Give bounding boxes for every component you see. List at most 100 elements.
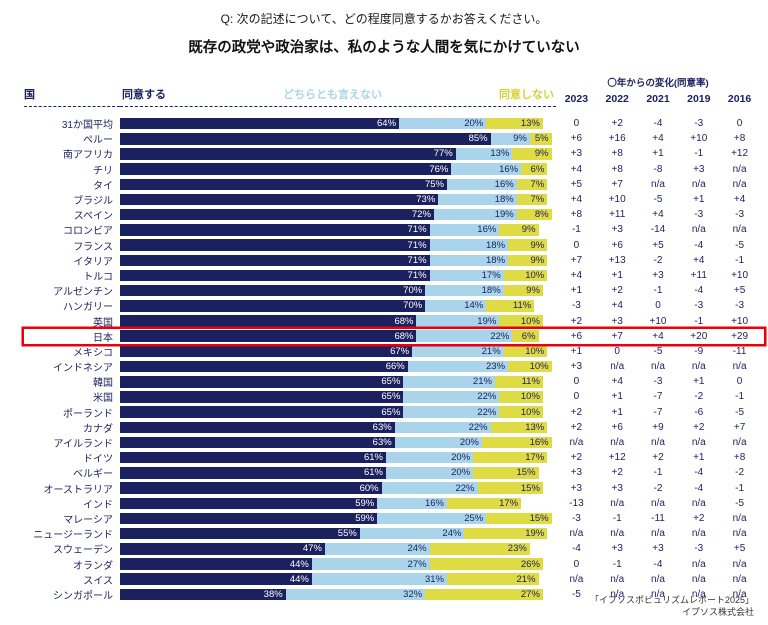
change-values: -1 +3 -14 n/a n/a <box>556 224 760 235</box>
change-values: 0 +4 -3 +1 0 <box>556 376 760 387</box>
bar-value-neutral: 25% <box>464 512 484 524</box>
change-value: -4 <box>694 285 704 297</box>
table-row: オーストラリア 60% 22% 15% +3 +3 -2 -4 -1 <box>24 481 764 496</box>
bar-value-neutral: 16% <box>477 224 497 236</box>
change-value: 0 <box>573 376 580 388</box>
statement-title: 既存の政党や政治家は、私のような人間を気にかけていない <box>188 40 580 56</box>
bar-segment-neutral: 24% <box>324 543 430 555</box>
bar-segment-agree: 71% <box>120 269 430 282</box>
bar-segment-neutral: 16% <box>377 497 447 510</box>
bar-segment-neutral: 20% <box>385 467 474 479</box>
change-value: n/a <box>691 497 706 509</box>
change-value: +4 <box>570 269 583 281</box>
change-value: +3 <box>570 482 583 494</box>
bar-segment-neutral: 18% <box>425 284 504 297</box>
change-value: n/a <box>610 588 625 600</box>
bar-value-disagree: 19% <box>525 528 545 540</box>
bar-segment-agree: 44% <box>120 558 312 570</box>
change-values: +2 +12 +2 +1 +8 <box>556 452 760 463</box>
bar-segment-neutral: 14% <box>425 300 487 312</box>
bar-value-agree: 38% <box>263 588 283 600</box>
bar-segment-disagree: 6% <box>521 163 548 175</box>
country-label: 日本 <box>93 332 113 344</box>
bar-segment-disagree: 9% <box>512 148 552 160</box>
bar-value-disagree: 13% <box>525 421 545 433</box>
country-label: ニュージーランド <box>33 530 113 542</box>
table-row: オランダ 44% 27% 26% 0 -1 -4 n/a n/a <box>24 556 764 572</box>
change-value: +1 <box>570 285 583 297</box>
change-value: +1 <box>570 345 583 357</box>
change-value: -1 <box>653 467 663 479</box>
source-note: 「イプソスポピュリズムレポート2025」 イプソス株式会社 <box>590 594 754 618</box>
table-row: スペイン 72% 19% 8% +8 +11 +4 -3 -3 <box>24 207 764 222</box>
bar-segment-agree: 59% <box>120 512 378 525</box>
change-value: 0 <box>655 300 661 312</box>
change-value: +2 <box>570 452 583 464</box>
bar-value-neutral: 27% <box>407 558 427 570</box>
bar-value-neutral: 21% <box>481 345 501 357</box>
change-value: +1 <box>611 406 623 418</box>
stacked-bar: 60% 22% 15% <box>120 482 556 494</box>
bar-segment-neutral: 24% <box>359 527 465 540</box>
bar-value-agree: 67% <box>390 345 410 357</box>
bar-value-disagree: 8% <box>534 209 549 221</box>
change-value: +4 <box>611 300 623 312</box>
bar-segment-neutral: 18% <box>429 239 509 251</box>
change-values: n/a n/a n/a n/a n/a <box>556 528 760 539</box>
change-value: +2 <box>652 452 664 464</box>
bar-segment-agree: 75% <box>120 178 447 191</box>
table-row: イタリア 71% 18% 9% +7 +13 -2 +4 -1 <box>24 253 764 268</box>
stacked-bar: 65% 21% 11% <box>120 376 556 388</box>
change-values: 0 +2 -4 -3 0 <box>556 118 760 129</box>
bar-value-neutral: 20% <box>459 437 479 449</box>
country-label: シンガポール <box>53 590 113 602</box>
bar-segment-agree: 68% <box>120 315 417 327</box>
change-values: 0 +1 -7 -2 -1 <box>556 391 760 402</box>
change-value: +3 <box>693 163 705 175</box>
bar-value-disagree: 10% <box>525 269 545 281</box>
bar-segment-disagree: 17% <box>446 497 522 510</box>
change-value: 0 <box>573 558 580 570</box>
table-row: ブラジル 73% 18% 7% +4 +10 -5 +1 +4 <box>24 192 764 207</box>
change-value: +3 <box>611 543 623 555</box>
change-value: +1 <box>611 269 623 281</box>
bar-value-neutral: 18% <box>481 285 501 297</box>
bar-value-agree: 44% <box>289 573 309 585</box>
source-company: イプソス株式会社 <box>681 606 754 617</box>
stacked-bar: 61% 20% 17% <box>120 451 556 464</box>
change-value: -11 <box>651 512 665 524</box>
bar-value-neutral: 9% <box>513 133 527 145</box>
country-label: アイルランド <box>53 439 114 451</box>
change-values: -5 n/a n/a n/a n/a <box>556 589 760 600</box>
bar-segment-disagree: 10% <box>499 315 543 327</box>
change-value: -4 <box>571 543 581 555</box>
bar-value-neutral: 16% <box>424 497 444 509</box>
change-values: +3 n/a n/a n/a n/a <box>556 361 760 372</box>
change-value: n/a <box>691 361 706 373</box>
bar-segment-agree: 65% <box>120 391 404 403</box>
change-value: +4 <box>693 254 705 266</box>
country-label: インドネシア <box>53 363 113 375</box>
change-value: +10 <box>649 315 667 327</box>
bar-segment-disagree: 15% <box>486 512 552 525</box>
change-value: n/a <box>651 361 665 373</box>
stacked-bar: 68% 19% 10% <box>120 315 556 327</box>
stacked-bar: 64% 20% 13% <box>120 117 556 130</box>
bar-legend: 同意する どちらとも言えない 同意しない <box>120 86 556 107</box>
bar-value-disagree: 9% <box>526 285 540 297</box>
change-value: -1 <box>694 148 704 160</box>
change-value: 0 <box>614 345 620 357</box>
change-value: n/a <box>691 573 706 585</box>
bar-value-agree: 63% <box>372 437 392 449</box>
change-values: 0 -1 -4 n/a n/a <box>556 559 760 570</box>
change-value: +13 <box>608 254 626 266</box>
bar-segment-agree: 70% <box>120 284 426 297</box>
bar-segment-neutral: 19% <box>433 208 517 221</box>
change-values: +7 +13 -2 +4 -1 <box>556 255 760 266</box>
bar-segment-disagree: 9% <box>499 224 539 236</box>
table-row: アルゼンチン 70% 18% 9% +1 +2 -1 -4 +5 <box>24 283 764 298</box>
change-value: n/a <box>651 178 665 190</box>
bar-segment-agree: 61% <box>120 467 386 479</box>
table-row: ハンガリー 70% 14% 11% -3 +4 0 -3 -3 <box>24 298 764 313</box>
change-value: +8 <box>611 148 623 160</box>
